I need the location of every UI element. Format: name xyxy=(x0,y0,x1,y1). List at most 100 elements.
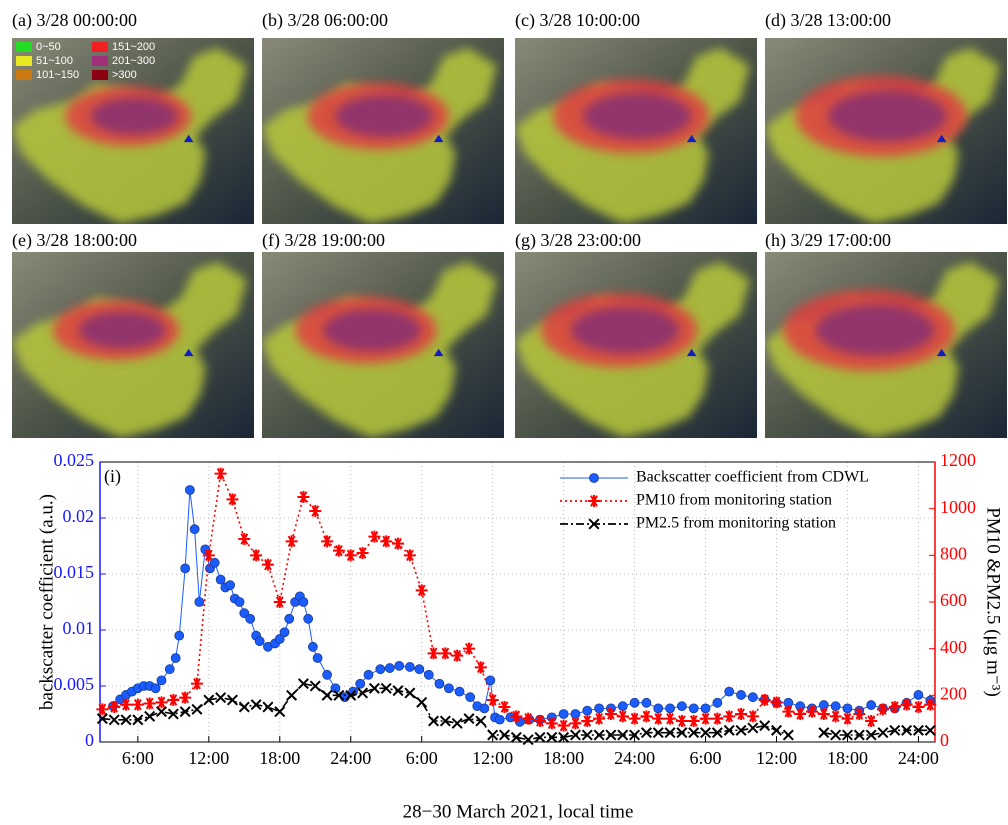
data-point xyxy=(297,678,309,690)
data-point xyxy=(250,699,262,711)
data-point xyxy=(759,720,771,732)
data-point xyxy=(758,694,771,706)
site-marker xyxy=(183,348,194,357)
data-point xyxy=(156,675,167,686)
site-marker xyxy=(686,348,697,357)
panel-label: (h) 3/29 17:00:00 xyxy=(765,230,891,251)
panel-label: (b) 3/28 06:00:00 xyxy=(262,10,388,31)
panel-label: (d) 3/28 13:00:00 xyxy=(765,10,891,31)
panel-label: (f) 3/28 19:00:00 xyxy=(262,230,385,251)
data-point xyxy=(309,680,321,692)
data-point xyxy=(285,535,298,548)
data-point xyxy=(688,727,700,739)
map-legend-label: 201~300 xyxy=(112,55,155,67)
data-point xyxy=(463,713,475,725)
data-point xyxy=(451,717,463,729)
x-tick-label: 6:00 xyxy=(122,748,154,768)
y-tick-label: 0 xyxy=(85,730,94,750)
data-point xyxy=(593,712,606,725)
data-point xyxy=(174,630,185,641)
data-point xyxy=(546,731,558,743)
data-point xyxy=(865,729,877,741)
data-point xyxy=(404,662,415,672)
data-point xyxy=(664,712,677,725)
data-point xyxy=(303,613,314,624)
data-point xyxy=(629,729,641,741)
pollution-purple xyxy=(90,97,178,135)
data-point xyxy=(640,727,652,739)
data-point xyxy=(345,689,357,701)
data-point xyxy=(485,675,496,686)
data-point xyxy=(877,727,889,739)
data-point xyxy=(274,634,285,644)
data-point xyxy=(439,715,451,727)
data-point xyxy=(143,697,156,710)
data-point xyxy=(616,710,629,723)
data-point xyxy=(179,706,191,718)
y2-tick-label: 400 xyxy=(940,637,967,657)
data-point xyxy=(108,701,121,713)
data-point xyxy=(262,701,274,713)
data-point xyxy=(723,710,736,723)
y-tick-label: 0.005 xyxy=(54,674,95,694)
data-point xyxy=(194,597,205,607)
map-legend-label: 101~150 xyxy=(36,69,79,81)
map-legend-swatch xyxy=(16,56,32,66)
data-point xyxy=(711,727,723,739)
data-point xyxy=(279,627,290,638)
site-marker xyxy=(686,134,697,143)
data-point xyxy=(841,712,854,725)
x-tick-label: 12:00 xyxy=(756,748,797,768)
data-point xyxy=(203,694,215,706)
x-tick-label: 18:00 xyxy=(259,748,300,768)
data-point xyxy=(179,691,192,704)
data-point xyxy=(746,710,759,723)
map-legend-label: 51~100 xyxy=(36,55,73,67)
data-point xyxy=(307,641,318,652)
map-legend-swatch xyxy=(92,70,108,80)
site-marker xyxy=(433,348,444,357)
data-point xyxy=(676,701,687,712)
data-point xyxy=(723,724,735,736)
data-point xyxy=(368,682,380,694)
data-point xyxy=(712,697,723,708)
data-point xyxy=(202,549,215,562)
data-point xyxy=(653,703,664,714)
data-point xyxy=(190,677,203,690)
x-tick-label: 6:00 xyxy=(690,748,722,768)
data-point xyxy=(700,727,712,739)
map-legend-label: 151~200 xyxy=(112,41,155,53)
site-marker xyxy=(433,134,444,143)
data-point xyxy=(498,729,510,741)
data-point xyxy=(665,703,675,714)
y2-tick-label: 1000 xyxy=(940,497,976,517)
data-point xyxy=(545,717,558,730)
data-point xyxy=(333,689,345,701)
data-point xyxy=(900,698,913,711)
data-point xyxy=(368,530,381,543)
map xyxy=(262,252,504,438)
data-point xyxy=(155,696,168,709)
site-marker xyxy=(183,134,194,143)
pollution-purple xyxy=(827,90,947,142)
data-point xyxy=(510,710,523,723)
x-tick-label: 12:00 xyxy=(188,748,229,768)
data-point xyxy=(628,712,641,725)
x-tick-label: 12:00 xyxy=(472,748,513,768)
data-point xyxy=(96,703,109,716)
panel-label: (a) 3/28 00:00:00 xyxy=(12,10,137,31)
y2-tick-label: 800 xyxy=(940,543,967,563)
data-point xyxy=(309,505,322,517)
x-tick-label: 24:00 xyxy=(614,748,655,768)
data-point xyxy=(321,535,334,548)
data-point xyxy=(434,678,445,689)
pollution-purple xyxy=(323,309,421,351)
map-legend-swatch xyxy=(16,70,32,80)
data-point xyxy=(184,485,195,495)
y-tick-label: 0.01 xyxy=(63,618,95,638)
data-point xyxy=(96,713,108,725)
data-point xyxy=(641,697,652,708)
data-point xyxy=(355,678,366,689)
data-point xyxy=(189,524,200,535)
